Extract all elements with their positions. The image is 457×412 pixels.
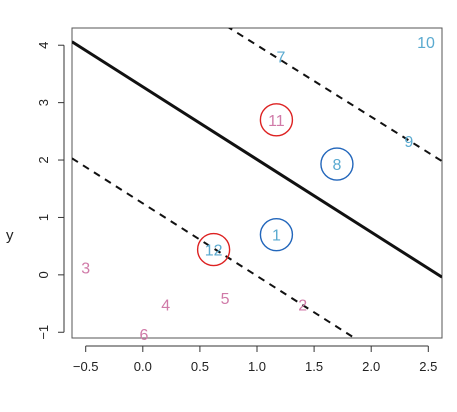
- x-tick-label: 2.5: [419, 359, 437, 374]
- y-tick-label: 4: [36, 42, 51, 49]
- x-tick-label: 2.0: [362, 359, 380, 374]
- x-tick-label: 0.0: [134, 359, 152, 374]
- margin-upper-line: [227, 28, 442, 163]
- x-tick-label: 0.5: [191, 359, 209, 374]
- point-label-6: 6: [139, 327, 148, 344]
- y-tick-label: 3: [36, 99, 51, 106]
- point-label-2: 2: [298, 298, 307, 315]
- x-tick-label: −0.5: [73, 359, 99, 374]
- y-tick-label: −1: [36, 325, 51, 340]
- support-vector-circle-12: [196, 232, 231, 267]
- point-label-3: 3: [81, 260, 90, 277]
- support-vector-circle-8: [320, 147, 354, 181]
- y-tick-label: 1: [36, 214, 51, 221]
- point-label-12: 12: [205, 243, 223, 260]
- support-vector-circle-1: [259, 217, 294, 252]
- point-label-4: 4: [161, 298, 170, 315]
- hyperplane-line: [72, 40, 442, 279]
- point-label-7: 7: [277, 50, 286, 67]
- x-tick-label: 1.5: [305, 359, 323, 374]
- support-vector-circle-11: [259, 103, 294, 137]
- point-label-9: 9: [404, 134, 413, 151]
- point-label-10: 10: [417, 35, 435, 52]
- point-label-8: 8: [332, 157, 341, 174]
- y-tick-label: 2: [36, 156, 51, 163]
- plot-frame: [71, 27, 443, 339]
- x-tick-label: 1.0: [248, 359, 266, 374]
- lines-layer: [72, 28, 442, 338]
- y-axis-label: y: [6, 227, 14, 244]
- point-label-11: 11: [268, 113, 285, 130]
- y-tick-label: 0: [36, 271, 51, 278]
- point-label-5: 5: [221, 291, 230, 308]
- point-label-1: 1: [272, 228, 281, 245]
